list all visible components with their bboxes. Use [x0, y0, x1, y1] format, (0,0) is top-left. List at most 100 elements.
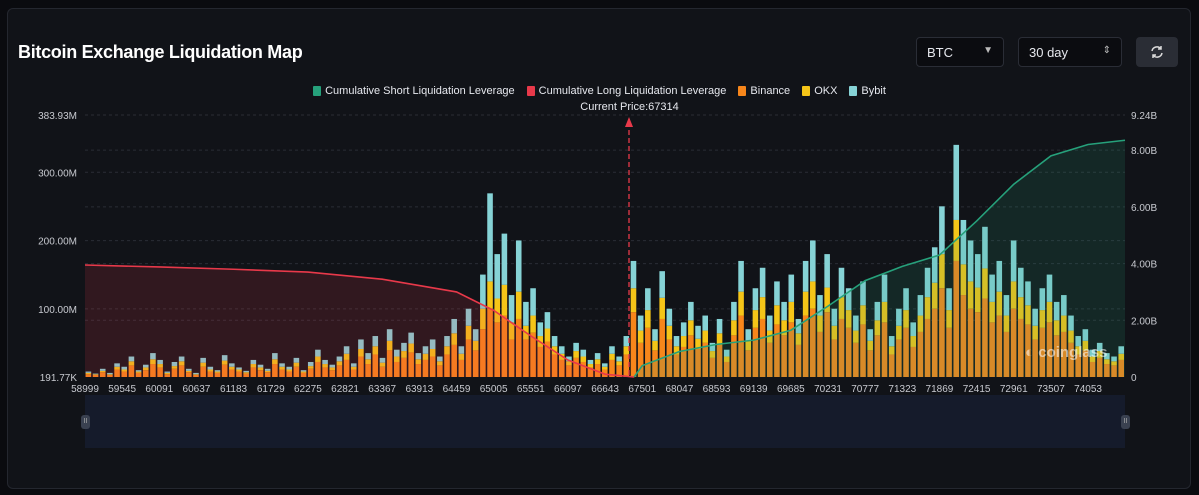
short-cumulative-area	[634, 140, 1125, 377]
zoom-slider-track[interactable]	[85, 395, 1125, 448]
bar-binance	[974, 312, 981, 377]
right-axis-tick: 8.00B	[1131, 146, 1157, 157]
bar-okx	[666, 325, 673, 340]
bar-bybit	[1039, 288, 1046, 311]
bar-binance	[200, 366, 206, 377]
bar-okx	[838, 297, 845, 319]
coin-select[interactable]: BTC ▼	[916, 37, 1004, 67]
bar-bybit	[1003, 295, 1010, 316]
bar-okx	[530, 315, 536, 333]
bar-okx	[207, 369, 214, 372]
bar-bybit	[336, 356, 343, 362]
legend-label: Cumulative Long Liquidation Leverage	[538, 85, 727, 97]
bar-okx	[1039, 310, 1046, 328]
bar-binance	[551, 354, 558, 377]
bar-okx	[286, 369, 292, 372]
x-axis-tick: 74053	[1074, 384, 1102, 395]
x-axis-tick: 72961	[1000, 384, 1028, 395]
bar-okx	[939, 254, 945, 289]
bar-bybit	[229, 363, 235, 367]
bar-bybit	[200, 357, 206, 363]
bar-okx	[99, 370, 106, 373]
bar-binance	[838, 318, 845, 377]
bar-binance	[917, 331, 924, 377]
bar-binance	[1018, 318, 1024, 377]
legend-long[interactable]: Cumulative Long Liquidation Leverage	[526, 85, 727, 97]
bar-okx	[609, 353, 615, 360]
bar-binance	[444, 354, 450, 377]
bar-binance	[494, 322, 500, 377]
bar-bybit	[831, 308, 838, 326]
refresh-button[interactable]	[1136, 37, 1178, 67]
x-axis-tick: 67501	[628, 384, 656, 395]
legend-bybit[interactable]: Bybit	[849, 85, 886, 97]
legend-okx[interactable]: OKX	[802, 85, 837, 97]
bar-okx	[752, 310, 759, 328]
bar-bybit	[982, 226, 988, 269]
bar-bybit	[458, 346, 465, 354]
zoom-handle-left[interactable]: II	[81, 415, 90, 429]
bar-binance	[501, 315, 508, 377]
bar-binance	[1082, 350, 1089, 377]
bar-binance	[523, 339, 529, 377]
legend-short[interactable]: Cumulative Short Liquidation Leverage	[313, 85, 515, 97]
current-price-arrow-icon	[625, 117, 633, 127]
bar-bybit	[286, 366, 292, 370]
bar-bybit	[580, 349, 587, 357]
bar-bybit	[372, 336, 379, 347]
bar-bybit	[587, 359, 594, 365]
bar-binance	[365, 364, 371, 377]
legend-swatch	[526, 86, 535, 96]
legend-label: Cumulative Short Liquidation Leverage	[325, 85, 515, 97]
x-axis-tick: 62821	[331, 384, 359, 395]
bar-binance	[343, 359, 350, 377]
bar-okx	[910, 336, 916, 347]
bar-okx	[702, 330, 708, 343]
bar-binance	[142, 370, 149, 377]
bar-binance	[401, 357, 407, 377]
bar-binance	[264, 372, 271, 377]
bar-bybit	[135, 370, 142, 372]
bar-bybit	[207, 366, 214, 370]
bar-bybit	[429, 339, 436, 350]
bar-bybit	[931, 247, 938, 283]
x-axis-tick: 69685	[777, 384, 805, 395]
bar-bybit	[236, 367, 242, 370]
bar-binance	[652, 350, 658, 377]
bar-bybit	[487, 193, 493, 282]
bar-bybit	[544, 312, 551, 329]
bar-binance	[939, 288, 945, 377]
bar-binance	[135, 372, 142, 377]
bar-binance	[1089, 361, 1096, 377]
bar-bybit	[221, 355, 228, 361]
bar-okx	[967, 281, 974, 309]
bar-okx	[178, 361, 185, 366]
left-axis-tick: 200.00M	[38, 237, 77, 248]
x-axis-tick: 66643	[591, 384, 619, 395]
chevron-down-icon: ▼	[983, 45, 993, 56]
bar-bybit	[329, 364, 336, 368]
bar-bybit	[365, 353, 371, 360]
period-select-value: 30 day	[1029, 45, 1069, 60]
bar-okx	[386, 340, 393, 351]
bar-okx	[881, 301, 888, 323]
bar-binance	[372, 354, 379, 377]
bar-okx	[688, 320, 694, 336]
bar-bybit	[824, 254, 830, 288]
bar-bybit	[551, 336, 558, 347]
bar-binance	[996, 315, 1003, 377]
bar-bybit	[1075, 336, 1081, 347]
period-select[interactable]: 30 day ⇕	[1018, 37, 1122, 67]
bar-binance	[250, 367, 257, 377]
bar-okx	[723, 356, 730, 362]
legend-binance[interactable]: Binance	[738, 85, 790, 97]
legend-swatch	[738, 86, 747, 96]
bar-binance	[587, 367, 594, 377]
bar-binance	[766, 342, 773, 377]
bar-binance	[810, 308, 816, 377]
bar-okx	[107, 374, 113, 375]
bar-binance	[300, 372, 307, 377]
zoom-handle-right[interactable]: II	[1121, 415, 1130, 429]
bar-binance	[544, 341, 551, 377]
bar-bybit	[494, 254, 500, 299]
